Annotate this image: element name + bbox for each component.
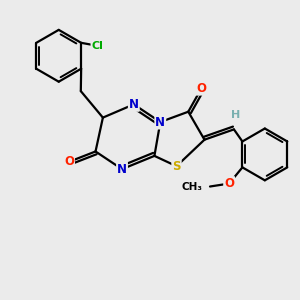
Text: O: O bbox=[196, 82, 206, 95]
Text: N: N bbox=[129, 98, 139, 111]
Text: O: O bbox=[224, 177, 234, 190]
Text: CH₃: CH₃ bbox=[182, 182, 203, 191]
Text: Cl: Cl bbox=[92, 41, 103, 51]
Text: N: N bbox=[117, 163, 127, 176]
Text: H: H bbox=[231, 110, 240, 120]
Text: N: N bbox=[155, 116, 165, 128]
Text: S: S bbox=[172, 160, 181, 173]
Text: O: O bbox=[64, 155, 74, 168]
